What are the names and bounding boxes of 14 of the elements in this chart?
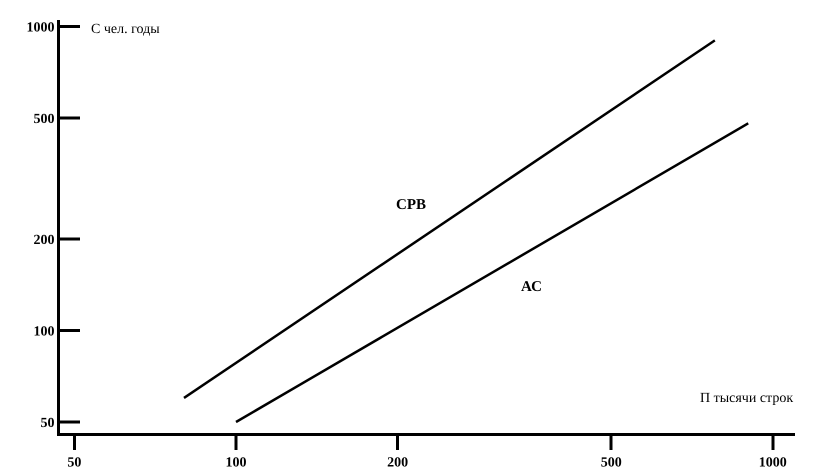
series-label: АС	[521, 279, 542, 295]
x-tick-label: 200	[387, 456, 408, 471]
x-tick-label: 500	[600, 456, 622, 471]
x-tick-label: 100	[226, 456, 247, 471]
series-label: СРВ	[396, 197, 426, 213]
x-tick-label: 1000	[758, 456, 787, 471]
y-tick-label: 50	[40, 416, 54, 431]
y-axis-title: C чел. годы	[91, 22, 160, 37]
y-tick-label: 100	[33, 324, 54, 340]
y-tick-label: 1000	[26, 20, 54, 36]
y-tick-label: 500	[33, 112, 54, 127]
x-tick-label: 50	[67, 456, 82, 471]
y-tick-label: 200	[33, 232, 54, 248]
x-axis-title: П тысячи строк	[700, 391, 794, 406]
